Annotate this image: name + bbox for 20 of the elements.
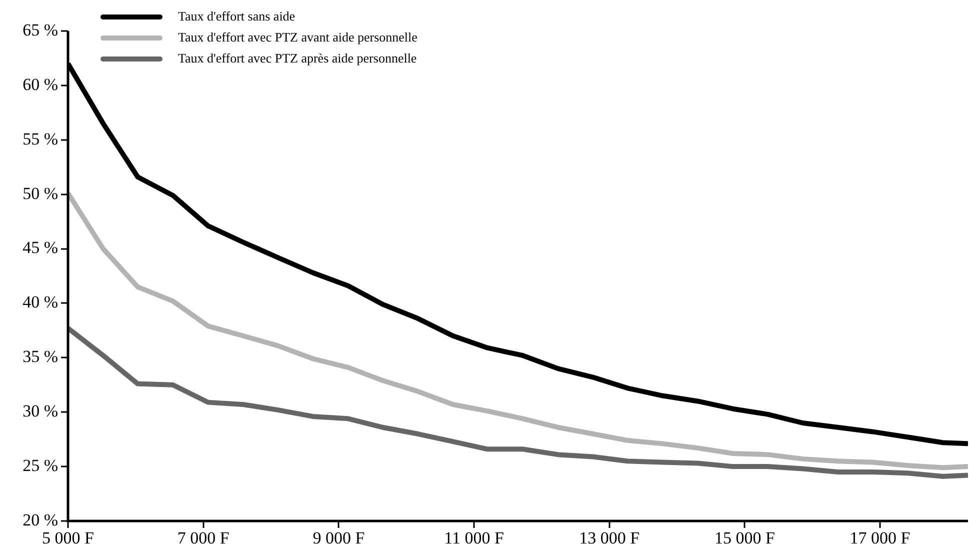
legend-label: Taux d'effort avec PTZ après aide personnelle — [178, 50, 417, 66]
x-tick-label: 11 000 F — [444, 528, 504, 548]
y-tick-label: 50 % — [22, 184, 58, 203]
x-tick-label: 17 000 F — [850, 528, 910, 548]
y-tick-label: 55 % — [22, 129, 58, 148]
x-tick-label: 5 000 F — [42, 528, 94, 548]
y-tick-label: 65 % — [22, 20, 58, 40]
y-tick-label: 35 % — [22, 347, 58, 366]
y-tick-label: 20 % — [22, 510, 58, 530]
x-tick-label: 15 000 F — [714, 528, 775, 548]
legend-label: Taux d'effort sans aide — [178, 8, 296, 24]
y-tick-label: 30 % — [22, 402, 58, 421]
y-tick-label: 45 % — [22, 238, 58, 258]
y-tick-label: 25 % — [22, 456, 58, 476]
legend-label: Taux d'effort avec PTZ avant aide personnelle — [178, 29, 418, 44]
x-tick-label: 9 000 F — [312, 528, 365, 548]
x-tick-label: 7 000 F — [177, 528, 230, 548]
x-tick-label: 13 000 F — [579, 528, 640, 548]
y-tick-label: 60 % — [22, 74, 58, 94]
y-tick-label: 40 % — [22, 292, 58, 312]
